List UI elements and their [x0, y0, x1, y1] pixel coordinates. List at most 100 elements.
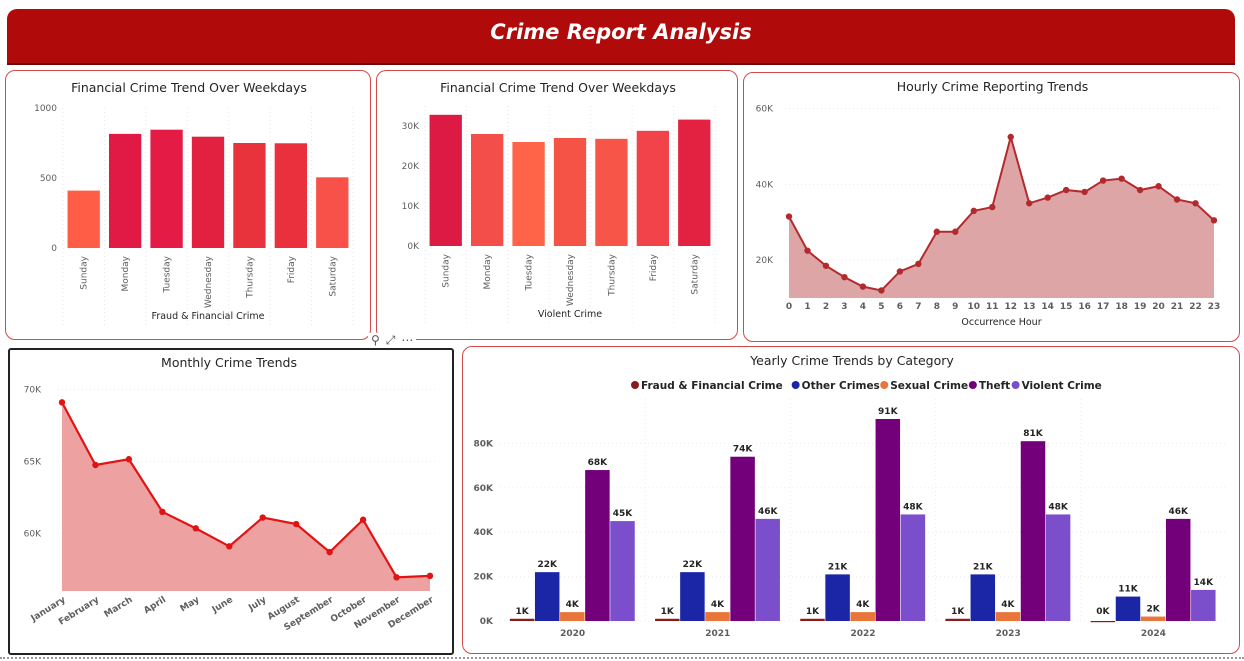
area-fill [789, 136, 1214, 298]
x-tick-label: 23 [1208, 302, 1221, 312]
chart-title: Monthly Crime Trends [161, 355, 297, 370]
data-label: 1K [661, 607, 675, 617]
x-tick-label: Thursday [607, 253, 617, 297]
focus-mode-icon[interactable]: ⤢ [385, 333, 396, 347]
x-tick-label: 10 [968, 302, 981, 312]
x-tick-label: 3 [841, 302, 847, 312]
y-tick-label: 60K [474, 484, 495, 494]
bar [730, 456, 755, 621]
bar [470, 134, 504, 246]
chart-svg: Hourly Crime Reporting Trends 20K 40K 60K 0 1… [756, 79, 1221, 328]
data-label: 4K [1001, 600, 1015, 610]
x-tick-label: 21 [1171, 302, 1184, 312]
y-tick-label: 40K [474, 528, 495, 538]
data-point [192, 525, 200, 532]
x-tick-label: Wednesday [204, 255, 214, 308]
y-tick-label: 40K [756, 180, 774, 190]
data-point [1155, 183, 1162, 190]
data-point [426, 572, 434, 580]
x-tick-label: Friday [287, 255, 297, 283]
data-label: 1K [806, 607, 820, 617]
bar [429, 114, 462, 246]
data-label: 4K [856, 600, 870, 610]
x-tick-label: 0 [786, 302, 792, 312]
data-point [1118, 175, 1125, 182]
x-tick-label: Thursday [245, 255, 255, 299]
chart-svg: Financial Crime Trend Over Weekdays 0K 10K… [402, 80, 716, 324]
bar [875, 418, 901, 621]
data-label: 48K [1048, 502, 1069, 512]
data-point [326, 548, 333, 556]
data-point [859, 283, 867, 290]
more-options-icon[interactable]: ⋯ [401, 333, 414, 347]
x-tick-label: 9 [952, 302, 958, 312]
data-label: 81K [1023, 429, 1044, 439]
bar [945, 618, 970, 621]
x-tick-label: March [103, 595, 135, 620]
chart-svg: Yearly Crime Trends by Category Fraud & F… [474, 353, 1226, 639]
bar [595, 138, 628, 246]
data-point [1192, 200, 1199, 207]
x-axis-label: Violent Crime [538, 309, 602, 320]
y-tick-label: 500 [40, 174, 57, 184]
x-tick-label: Wednesday [566, 253, 576, 306]
x-tick-label: 2022 [850, 629, 875, 639]
data-label: 74K [733, 445, 754, 455]
data-point [159, 508, 166, 515]
x-tick-label: 8 [934, 302, 940, 312]
y-tick-label: 10K [402, 202, 420, 212]
data-point [393, 574, 400, 581]
data-point [915, 260, 922, 268]
bar [636, 130, 670, 246]
x-tick-label: 4 [860, 302, 866, 312]
bar [1045, 514, 1071, 621]
x-tick-label: 13 [1023, 302, 1036, 312]
x-tick-label: 18 [1115, 302, 1128, 312]
data-label: 1K [515, 607, 529, 617]
monthly-crime-chart[interactable]: Monthly Crime Trends 60K 65K 70K January Febr… [8, 348, 454, 655]
y-tick-label: 60K [756, 105, 774, 115]
data-point [933, 228, 941, 235]
data-label: 46K [758, 507, 779, 517]
bar [655, 618, 680, 621]
data-label: 45K [613, 509, 634, 519]
y-tick-label: 1000 [34, 104, 57, 114]
bar [553, 138, 587, 246]
legend-marker [880, 381, 889, 389]
weekday-violent-crime-chart[interactable]: Financial Crime Trend Over Weekdays 0K 10K… [376, 70, 738, 340]
bar [705, 612, 730, 621]
yearly-category-chart[interactable]: Yearly Crime Trends by Category Fraud & F… [462, 346, 1240, 654]
x-tick-label: 2024 [1141, 629, 1166, 639]
chart-title: Yearly Crime Trends by Category [749, 353, 954, 368]
x-tick-label: April [142, 595, 168, 616]
hourly-crime-chart[interactable]: Hourly Crime Reporting Trends 20K 40K 60K 0 1… [743, 72, 1240, 342]
legend-marker [791, 381, 800, 389]
y-tick-label: 65K [24, 457, 42, 467]
bar [274, 143, 308, 248]
chart-title: Financial Crime Trend Over Weekdays [71, 80, 307, 95]
y-tick-label: 30K [402, 122, 420, 132]
bar [800, 618, 825, 621]
data-point [292, 520, 300, 528]
data-label: 1K [951, 607, 965, 617]
bar [150, 129, 183, 248]
filter-icon[interactable]: ⚲ [371, 333, 380, 347]
x-tick-label: 2023 [996, 629, 1021, 639]
x-tick-label: Tuesday [525, 253, 535, 291]
bar [1020, 441, 1046, 621]
data-point [785, 213, 793, 220]
chart-svg: Financial Crime Trend Over Weekdays 0 500 1… [34, 80, 354, 326]
data-label: 46K [1168, 507, 1189, 517]
data-point [841, 273, 848, 281]
report-title: Crime Report Analysis [490, 20, 752, 44]
legend-marker [1011, 381, 1020, 389]
x-axis-label: Fraud & Financial Crime [152, 311, 265, 322]
data-label: 0K [1096, 607, 1110, 617]
bar [512, 142, 545, 246]
bar [108, 133, 142, 248]
bar [1115, 596, 1141, 621]
data-point [896, 268, 904, 275]
x-tick-label: 15 [1060, 302, 1073, 312]
weekday-financial-crime-chart[interactable]: Financial Crime Trend Over Weekdays 0 500 1… [5, 70, 371, 340]
bar [850, 612, 875, 621]
